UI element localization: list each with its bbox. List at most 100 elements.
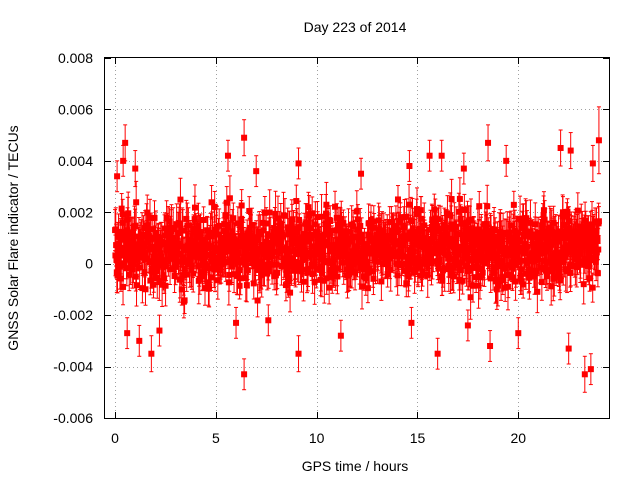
data-point [147,277,154,284]
data-point [512,261,519,268]
data-point [509,274,516,281]
data-point [300,278,307,285]
data-point [404,235,411,242]
data-point [466,267,473,274]
data-point [248,252,255,259]
data-point [305,269,312,276]
data-point [178,243,185,250]
data-point [183,271,190,278]
data-point [384,271,391,278]
data-point [266,209,273,216]
data-point [177,276,184,283]
data-point [236,267,243,274]
data-point [293,198,300,205]
data-point [254,297,261,304]
data-point [254,247,261,254]
data-point [499,275,506,282]
data-point [463,262,470,269]
data-point [311,278,318,285]
data-point [119,211,126,218]
data-point [531,273,538,280]
data-point [206,283,213,290]
data-point [337,224,344,231]
data-point [540,243,547,250]
data-point [230,215,237,222]
data-point [439,277,446,284]
data-point [359,283,366,290]
data-point [457,267,464,274]
data-point [144,209,151,216]
data-point [172,263,179,270]
data-point [234,220,241,227]
data-point [118,205,125,212]
data-point [445,266,452,273]
data-point [147,214,154,221]
data-point [540,207,547,214]
data-point [343,266,350,273]
data-point [148,226,155,233]
data-point [515,247,522,254]
data-point [475,282,482,289]
data-point [181,297,188,304]
data-point [538,279,545,286]
data-point [356,259,363,266]
data-point [125,210,132,217]
data-point [453,231,460,238]
data-point [468,264,475,271]
data-point [287,248,294,255]
data-point [347,264,354,271]
data-point [284,224,291,231]
data-point [216,222,223,229]
data-point [491,264,498,271]
data-point [238,202,245,209]
data-point [289,216,296,223]
data-point [378,254,385,261]
data-point [461,206,468,213]
data-point [199,269,206,276]
data-point [518,257,525,264]
data-point [297,261,304,268]
data-point [456,277,463,284]
data-point [177,196,184,203]
data-point [294,240,301,247]
data-point [287,228,294,235]
data-point [457,215,464,222]
data-point [541,257,548,264]
data-point [541,216,548,223]
data-point [287,289,294,296]
data-point [406,201,413,208]
data-point [458,220,465,227]
data-point [459,277,466,284]
data-point [307,225,314,232]
data-point [323,201,330,208]
data-point [143,256,150,263]
data-point [190,270,197,277]
data-point [278,239,285,246]
data-point [326,284,333,291]
data-point [167,266,174,273]
data-point [161,275,168,282]
data-point [286,275,293,282]
data-point [526,266,533,273]
data-point [127,249,134,256]
data-point [139,285,146,292]
data-point [176,220,183,227]
data-point [520,281,527,288]
data-point [226,195,233,202]
data-point [450,273,457,280]
data-point [160,257,167,264]
data-point [395,227,402,234]
data-point [133,282,140,289]
data-point [180,272,187,279]
data-point [120,260,127,267]
data-point [136,264,143,271]
data-point [523,215,530,222]
data-point [118,236,125,243]
data-point [322,238,329,245]
data-point [318,213,325,220]
data-point [434,260,441,267]
data-point [378,278,385,285]
data-point [130,229,137,236]
data-point [143,222,150,229]
data-point [463,229,470,236]
